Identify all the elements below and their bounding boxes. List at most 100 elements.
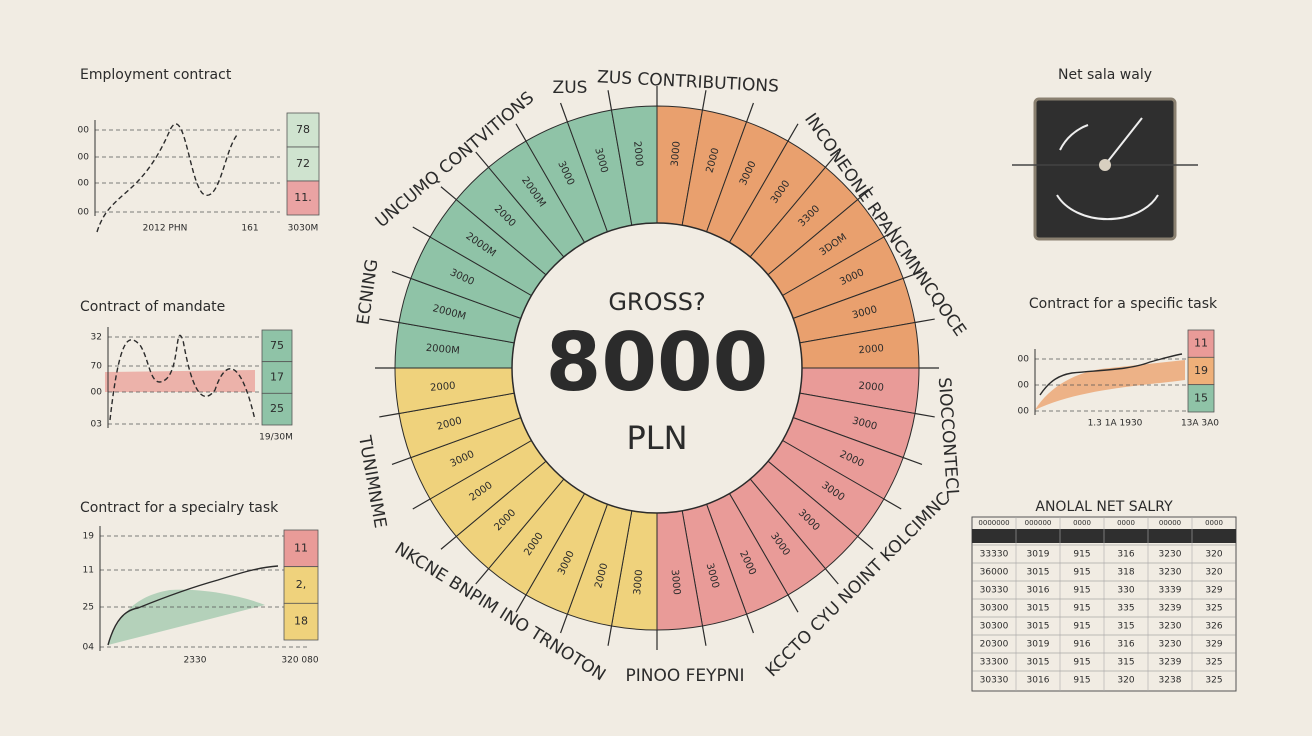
y-tick-label: 04 (83, 643, 95, 653)
y-tick-label: 03 (91, 420, 102, 430)
value-box (283, 529, 319, 568)
value-box (283, 566, 319, 604)
wheel-tick (440, 186, 457, 201)
table-cell: 329 (1205, 640, 1222, 650)
x-label: 19/30M (259, 433, 293, 443)
value-box (286, 146, 320, 182)
box-label: 11 (294, 541, 308, 554)
table-cell: 915 (1073, 658, 1090, 668)
box-label: 11 (1194, 337, 1208, 350)
wheel-tick (824, 151, 839, 168)
y-tick-label: 00 (78, 126, 90, 136)
value-box (283, 602, 319, 641)
table-cell: 915 (1073, 604, 1090, 614)
wheel-tick (607, 90, 613, 111)
table-cell: 325 (1205, 676, 1222, 686)
table-header: 00000 (1159, 519, 1181, 527)
table-cell: 3230 (1159, 550, 1182, 560)
table-cell: 915 (1073, 676, 1090, 686)
table-cell: 329 (1205, 586, 1222, 596)
wheel-tick (746, 102, 755, 123)
area (105, 370, 255, 392)
y-tick-label: 00 (1018, 381, 1030, 391)
wheel-tick (914, 412, 935, 418)
wheel-tick (787, 123, 799, 142)
segment-label: 3000 (669, 569, 682, 595)
table-cell: 915 (1073, 586, 1090, 596)
box-label: 17 (270, 371, 284, 384)
table-cell: 30300 (980, 604, 1009, 614)
table-cell: 3239 (1159, 658, 1182, 668)
curve (107, 565, 279, 646)
panel-title: Contract for a specific task (1029, 296, 1218, 312)
table-cell: 915 (1073, 622, 1090, 632)
table-cell: 915 (1073, 550, 1090, 560)
table-cell: 3230 (1159, 622, 1182, 632)
wheel-tick (379, 318, 400, 324)
wheel-tick (701, 625, 707, 646)
x-label: 320 080 (281, 656, 318, 666)
table-cell: 326 (1205, 622, 1222, 632)
value-box (1187, 384, 1215, 413)
curve (1039, 353, 1183, 396)
segment-label: 2000 (430, 381, 456, 394)
table-cell: 315 (1117, 658, 1134, 668)
table-header: 0000 (1205, 519, 1223, 527)
wheel-tick (379, 412, 400, 418)
y-tick-label: 19 (83, 532, 95, 542)
area (108, 589, 265, 645)
x-label: 161 (241, 224, 258, 234)
table-cell: 3239 (1159, 604, 1182, 614)
y-tick-label: 00 (78, 208, 90, 218)
y-tick-label: 25 (83, 603, 94, 613)
panel-title: Employment contract (80, 67, 232, 83)
y-tick-label: 11 (83, 566, 94, 576)
table-cell: 315 (1117, 622, 1134, 632)
gauge-arc (1056, 194, 1159, 221)
wheel-tick (412, 498, 431, 510)
value-box (261, 361, 293, 394)
wheel-tick (391, 457, 412, 466)
table-title: ANOLAL NET SALRY (1035, 499, 1173, 515)
center-circle (511, 222, 803, 514)
table-cell: 915 (1073, 568, 1090, 578)
table-cell: 3016 (1027, 586, 1050, 596)
table-header: 0000 (1073, 519, 1091, 527)
y-tick-label: 00 (78, 153, 90, 163)
table-cell: 30330 (980, 586, 1009, 596)
table-cell: 316 (1117, 640, 1134, 650)
table-cell: 3016 (1027, 676, 1050, 686)
table-cell: 325 (1205, 604, 1222, 614)
wheel-tick (559, 613, 568, 634)
table-cell: 3230 (1159, 568, 1182, 578)
gauge-hub (1099, 159, 1111, 171)
segment-label: 2000 (858, 343, 884, 356)
table-header: 0000 (1117, 519, 1135, 527)
wheel-tick (391, 270, 412, 279)
box-label: 19 (1194, 364, 1208, 377)
x-label: 13A 3A0 (1181, 419, 1219, 429)
value-box (286, 180, 320, 216)
table-cell: 318 (1117, 568, 1134, 578)
table-cell: 316 (1117, 550, 1134, 560)
wheel-tick (746, 613, 755, 634)
table-cell: 330 (1117, 586, 1134, 596)
center-amount: 8000 (546, 316, 769, 409)
box-label: 25 (270, 402, 284, 415)
box-label: 18 (294, 615, 308, 628)
table-cell: 36000 (980, 568, 1009, 578)
wheel-tick (475, 568, 490, 585)
y-tick-label: 32 (91, 333, 102, 343)
table-cell: 3015 (1027, 658, 1050, 668)
wheel-tick (412, 226, 431, 238)
x-label: 1.3 1A 1930 (1088, 419, 1143, 429)
curve (109, 334, 256, 421)
table-cell: 320 (1205, 550, 1222, 560)
y-tick-label: 00 (91, 388, 103, 398)
wheel-tick (883, 226, 902, 238)
table-cell: 33330 (980, 550, 1009, 560)
table-cell: 3015 (1027, 622, 1050, 632)
table-cell: 335 (1117, 604, 1134, 614)
wheel-title: ZUS (553, 78, 588, 98)
